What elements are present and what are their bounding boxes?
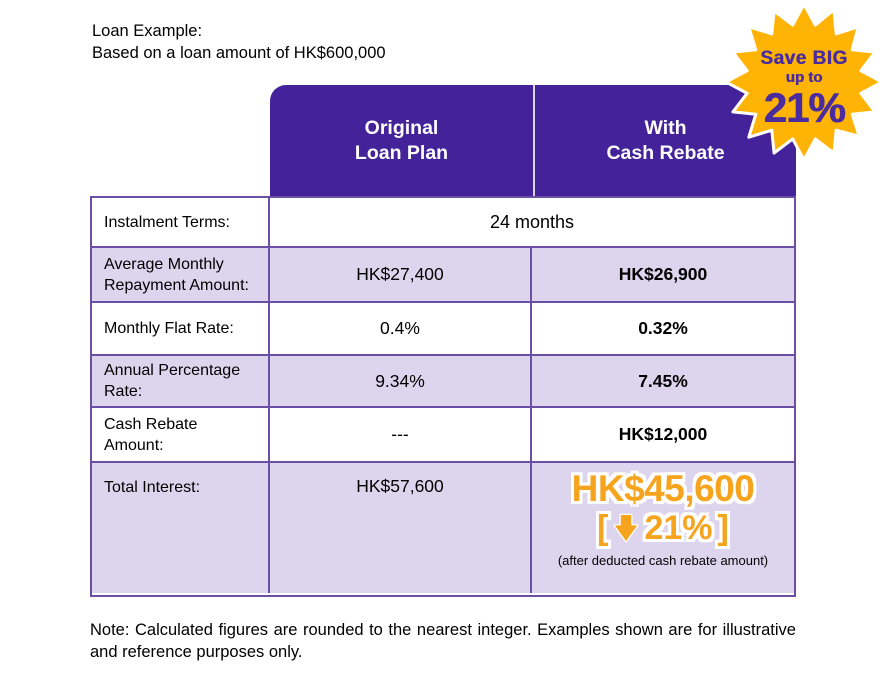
row-label-annual-percentage-rate: Annual Percentage Rate: — [92, 356, 270, 408]
bracket-close: ] — [717, 509, 729, 547]
column-header-rebate-line1: With — [644, 116, 687, 139]
column-header-original: Original Loan Plan — [270, 85, 533, 196]
row-label-monthly-flat-rate: Monthly Flat Rate: — [92, 303, 270, 356]
savings-percent-text: 21% — [644, 509, 713, 547]
column-header-original-line2: Loan Plan — [354, 141, 449, 164]
value-flat-rate-rebate: 0.32% — [532, 303, 794, 356]
starburst-badge: Save BIG up to 21% — [722, 0, 886, 164]
total-interest-subnote: (after deducted cash rebate amount) — [557, 553, 769, 568]
badge-percent-text: 21% — [763, 84, 845, 131]
badge-save-big-text: Save BIG — [760, 48, 848, 69]
value-repayment-original: HK$27,400 — [270, 248, 532, 303]
value-cash-rebate-rebate: HK$12,000 — [532, 408, 794, 463]
value-cash-rebate-original: --- — [270, 408, 532, 463]
row-label-average-monthly-repayment: Average Monthly Repayment Amount: — [92, 248, 270, 303]
badge-up-to-text: up to — [785, 69, 823, 86]
value-total-interest-original: HK$57,600 — [270, 463, 532, 593]
disclaimer-note: Note: Calculated figures are rounded to … — [90, 621, 796, 661]
value-instalment-terms: 24 months — [270, 198, 794, 248]
value-apr-original: 9.34% — [270, 356, 532, 408]
value-apr-rebate: 7.45% — [532, 356, 794, 408]
row-label-total-interest: Total Interest: — [92, 463, 270, 593]
bracket-open: [ — [597, 509, 609, 547]
row-label-instalment-terms: Instalment Terms: — [92, 198, 270, 248]
column-header-rebate: With Cash Rebate — [533, 85, 796, 196]
total-interest-savings-line: [ 21% ] — [597, 510, 729, 546]
table-column-header: Original Loan Plan With Cash Rebate — [270, 85, 796, 196]
loan-comparison-table: Instalment Terms: 24 months Average Mont… — [90, 196, 796, 597]
column-header-original-line1: Original — [364, 116, 439, 139]
intro-title-line2: Based on a loan amount of HK$600,000 — [92, 44, 386, 62]
starburst-icon — [724, 2, 884, 162]
total-interest-rebate-amount: HK$45,600 — [571, 468, 755, 509]
column-header-rebate-line2: Cash Rebate — [606, 141, 725, 164]
down-arrow-icon — [613, 513, 640, 543]
value-total-interest-rebate-cell: HK$45,600 [ 21% ] (after deducted cash r… — [532, 463, 794, 593]
value-flat-rate-original: 0.4% — [270, 303, 532, 356]
row-label-cash-rebate-amount: Cash Rebate Amount: — [92, 408, 270, 463]
value-repayment-rebate: HK$26,900 — [532, 248, 794, 303]
intro-title: Loan Example: Based on a loan amount of … — [92, 20, 386, 64]
intro-title-line1: Loan Example: — [92, 22, 203, 40]
starburst-text: Save BIG up to 21% — [722, 0, 886, 164]
